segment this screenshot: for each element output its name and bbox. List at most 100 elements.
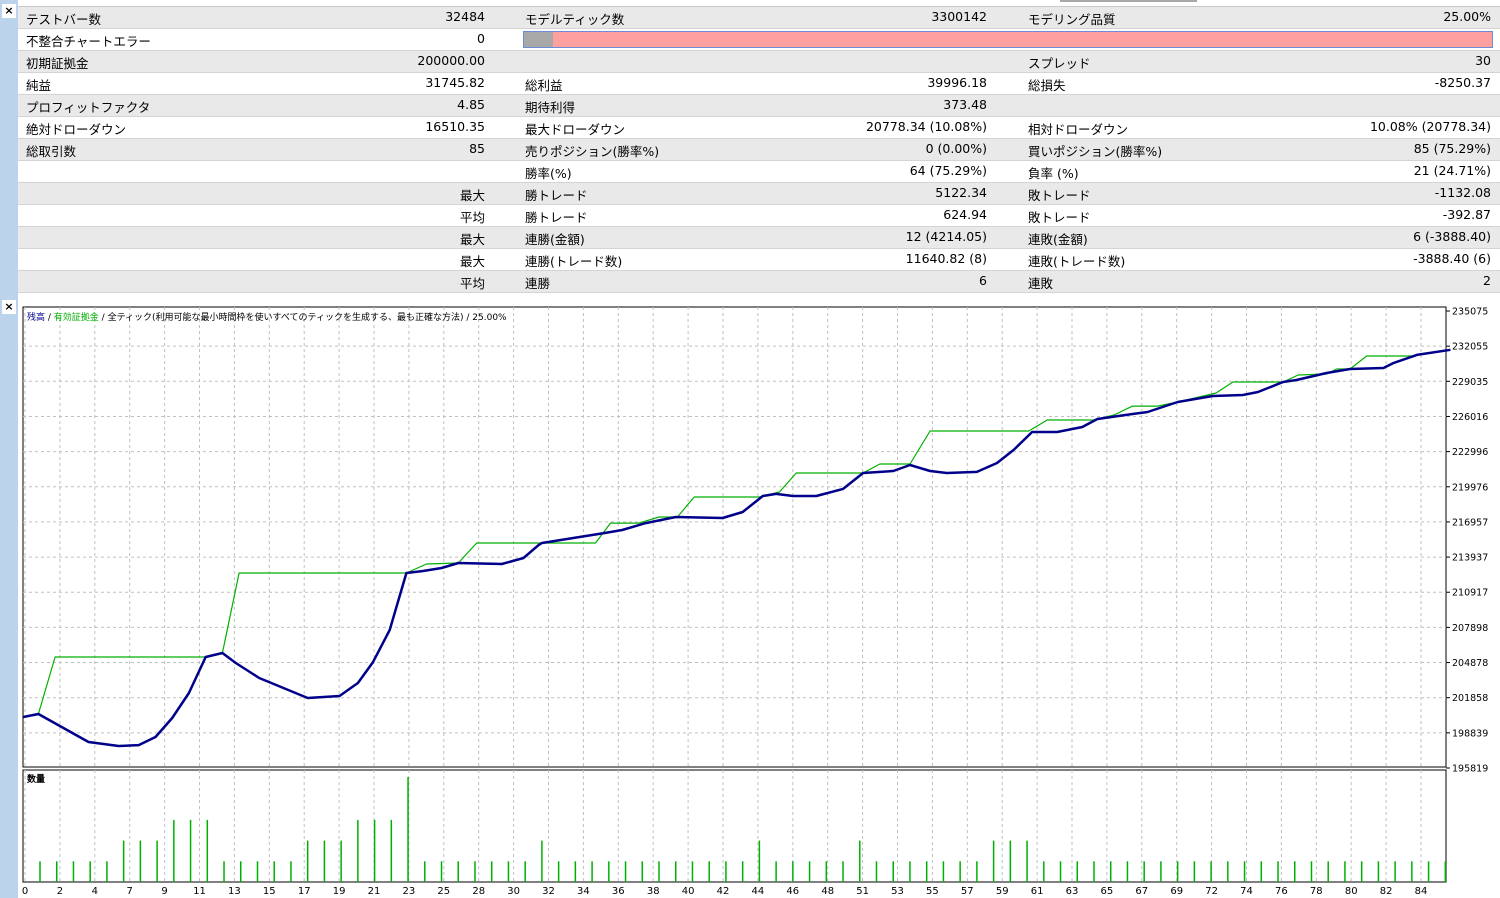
x-tick-label: 4 [92, 886, 98, 897]
legend-separator: / [464, 313, 473, 323]
horizontal-scrollbar[interactable] [1060, 0, 1197, 2]
chart-legend: 残高 / 有効証拠金 / 全ティック(利用可能な最小時間枠を使いすべてのティック… [27, 311, 507, 323]
legend-equity: 有効証拠金 [54, 311, 99, 323]
stat-value: -1132.08 [1434, 185, 1491, 200]
x-tick-label: 17 [298, 886, 311, 897]
stat-label: 連敗(金額) [1028, 232, 1088, 247]
stat-value: 85 (75.29%) [1413, 141, 1491, 156]
stat-label: 連敗(トレード数) [1028, 254, 1126, 269]
stat-label: 連勝(金額) [525, 232, 585, 247]
legend-separator: / [99, 313, 108, 323]
legend-model: 全ティック(利用可能な最小時間枠を使いすべてのティックを生成する、最も正確な方法… [108, 311, 464, 323]
y-tick-label: 222996 [1452, 447, 1488, 458]
stat-value: 0 [477, 31, 485, 46]
stat-label: 敗トレード [1028, 210, 1091, 225]
x-tick-label: 55 [926, 886, 939, 897]
stat-label: 負率 (%) [1028, 166, 1079, 181]
x-tick-label: 65 [1101, 886, 1114, 897]
y-tick-label: 235075 [1452, 307, 1488, 318]
stat-label: 勝率(%) [525, 166, 572, 181]
x-tick-label: 30 [507, 886, 520, 897]
x-tick-label: 84 [1415, 886, 1428, 897]
stat-value: 平均 [459, 276, 485, 291]
stat-value: 32484 [445, 9, 485, 24]
y-tick-label: 232055 [1452, 342, 1488, 353]
x-tick-label: 51 [856, 886, 869, 897]
stat-value: 4.85 [457, 97, 485, 112]
stat-value: 25.00% [1443, 9, 1491, 24]
stat-value: 21 (24.71%) [1413, 163, 1491, 178]
stat-label: 連敗 [1028, 276, 1054, 291]
close-icon[interactable]: × [2, 4, 16, 18]
x-tick-label: 40 [682, 886, 695, 897]
stat-value: 2 [1483, 273, 1491, 288]
stat-value: 最大 [459, 232, 485, 247]
balance-line [23, 348, 1451, 748]
x-tick-label: 80 [1345, 886, 1358, 897]
main-plot-frame [22, 306, 1447, 768]
legend-quality: 25.00% [472, 313, 507, 323]
legend-separator: / [45, 313, 54, 323]
y-tick-label: 207898 [1452, 623, 1488, 634]
stat-label: プロフィットファクタ [26, 100, 151, 115]
close-icon[interactable]: × [2, 300, 16, 314]
stat-value: 3300142 [931, 9, 987, 24]
left-panel-strip [0, 0, 18, 898]
stat-value: 12 (4214.05) [905, 229, 987, 244]
stat-label: 相対ドローダウン [1028, 122, 1129, 137]
x-tick-label: 23 [403, 886, 416, 897]
stat-value: 6 (-3888.40) [1413, 229, 1491, 244]
y-tick-label: 229035 [1452, 377, 1488, 388]
table-row: 最大 勝トレード 5122.34 敗トレード -1132.08 [18, 183, 1500, 205]
stat-value: 39996.18 [927, 75, 987, 90]
stat-value: 5122.34 [935, 185, 987, 200]
y-tick-label: 198839 [1452, 728, 1488, 739]
stat-value: -3888.40 (6) [1413, 251, 1491, 266]
x-tick-label: 25 [437, 886, 450, 897]
table-row: 最大 連勝(金額) 12 (4214.05) 連敗(金額) 6 (-3888.40) [18, 227, 1500, 249]
x-tick-label: 19 [333, 886, 346, 897]
stat-value: 20778.34 (10.08%) [865, 119, 987, 134]
x-tick-label: 59 [996, 886, 1009, 897]
stat-value: 最大 [459, 254, 485, 269]
stat-label: 連勝(トレード数) [525, 254, 623, 269]
y-tick-label: 201858 [1452, 693, 1488, 704]
stat-label: 勝トレード [525, 210, 588, 225]
x-tick-label: 44 [752, 886, 765, 897]
x-tick-label: 34 [577, 886, 590, 897]
stat-label: モデルティック数 [525, 12, 625, 27]
x-tick-label: 13 [228, 886, 241, 897]
stat-value: 16510.35 [425, 119, 485, 134]
stat-value: 平均 [459, 210, 485, 225]
stat-label: テストバー数 [26, 12, 102, 27]
y-tick-label: 219976 [1452, 482, 1488, 493]
stat-label: 総取引数 [26, 144, 77, 159]
x-tick-label: 46 [786, 886, 799, 897]
x-tick-label: 36 [612, 886, 625, 897]
x-tick-label: 42 [717, 886, 730, 897]
stat-label: 総利益 [525, 78, 563, 93]
stat-label: 勝トレード [525, 188, 588, 203]
stat-label: 買いポジション(勝率%) [1028, 144, 1163, 159]
y-tick-label: 216957 [1452, 517, 1488, 528]
stat-label: 連勝 [525, 276, 551, 291]
stat-value: 6 [979, 273, 987, 288]
x-tick-label: 57 [961, 886, 974, 897]
table-row: 初期証拠金 200000.00 スプレッド 30 [18, 51, 1500, 73]
table-row: 純益 31745.82 総利益 39996.18 総損失 -8250.37 [18, 73, 1500, 95]
x-tick-label: 0 [22, 886, 28, 897]
x-tick-label: 69 [1170, 886, 1183, 897]
legend-balance: 残高 [27, 311, 45, 323]
stat-label: 売りポジション(勝率%) [525, 144, 660, 159]
volume-plot-frame [22, 769, 1447, 883]
x-tick-label: 72 [1205, 886, 1218, 897]
table-row: 勝率(%) 64 (75.29%) 負率 (%) 21 (24.71%) [18, 161, 1500, 183]
stat-value: 30 [1475, 53, 1491, 68]
stat-label: 絶対ドローダウン [26, 122, 127, 137]
x-tick-label: 74 [1240, 886, 1253, 897]
x-tick-label: 76 [1275, 886, 1288, 897]
stat-label: 初期証拠金 [26, 56, 89, 71]
x-tick-label: 61 [1031, 886, 1044, 897]
table-row: 総取引数 85 売りポジション(勝率%) 0 (0.00%) 買いポジション(勝率%) 8… [18, 139, 1500, 161]
table-row: 最大 連勝(トレード数) 11640.82 (8) 連敗(トレード数) -3888.40… [18, 249, 1500, 271]
